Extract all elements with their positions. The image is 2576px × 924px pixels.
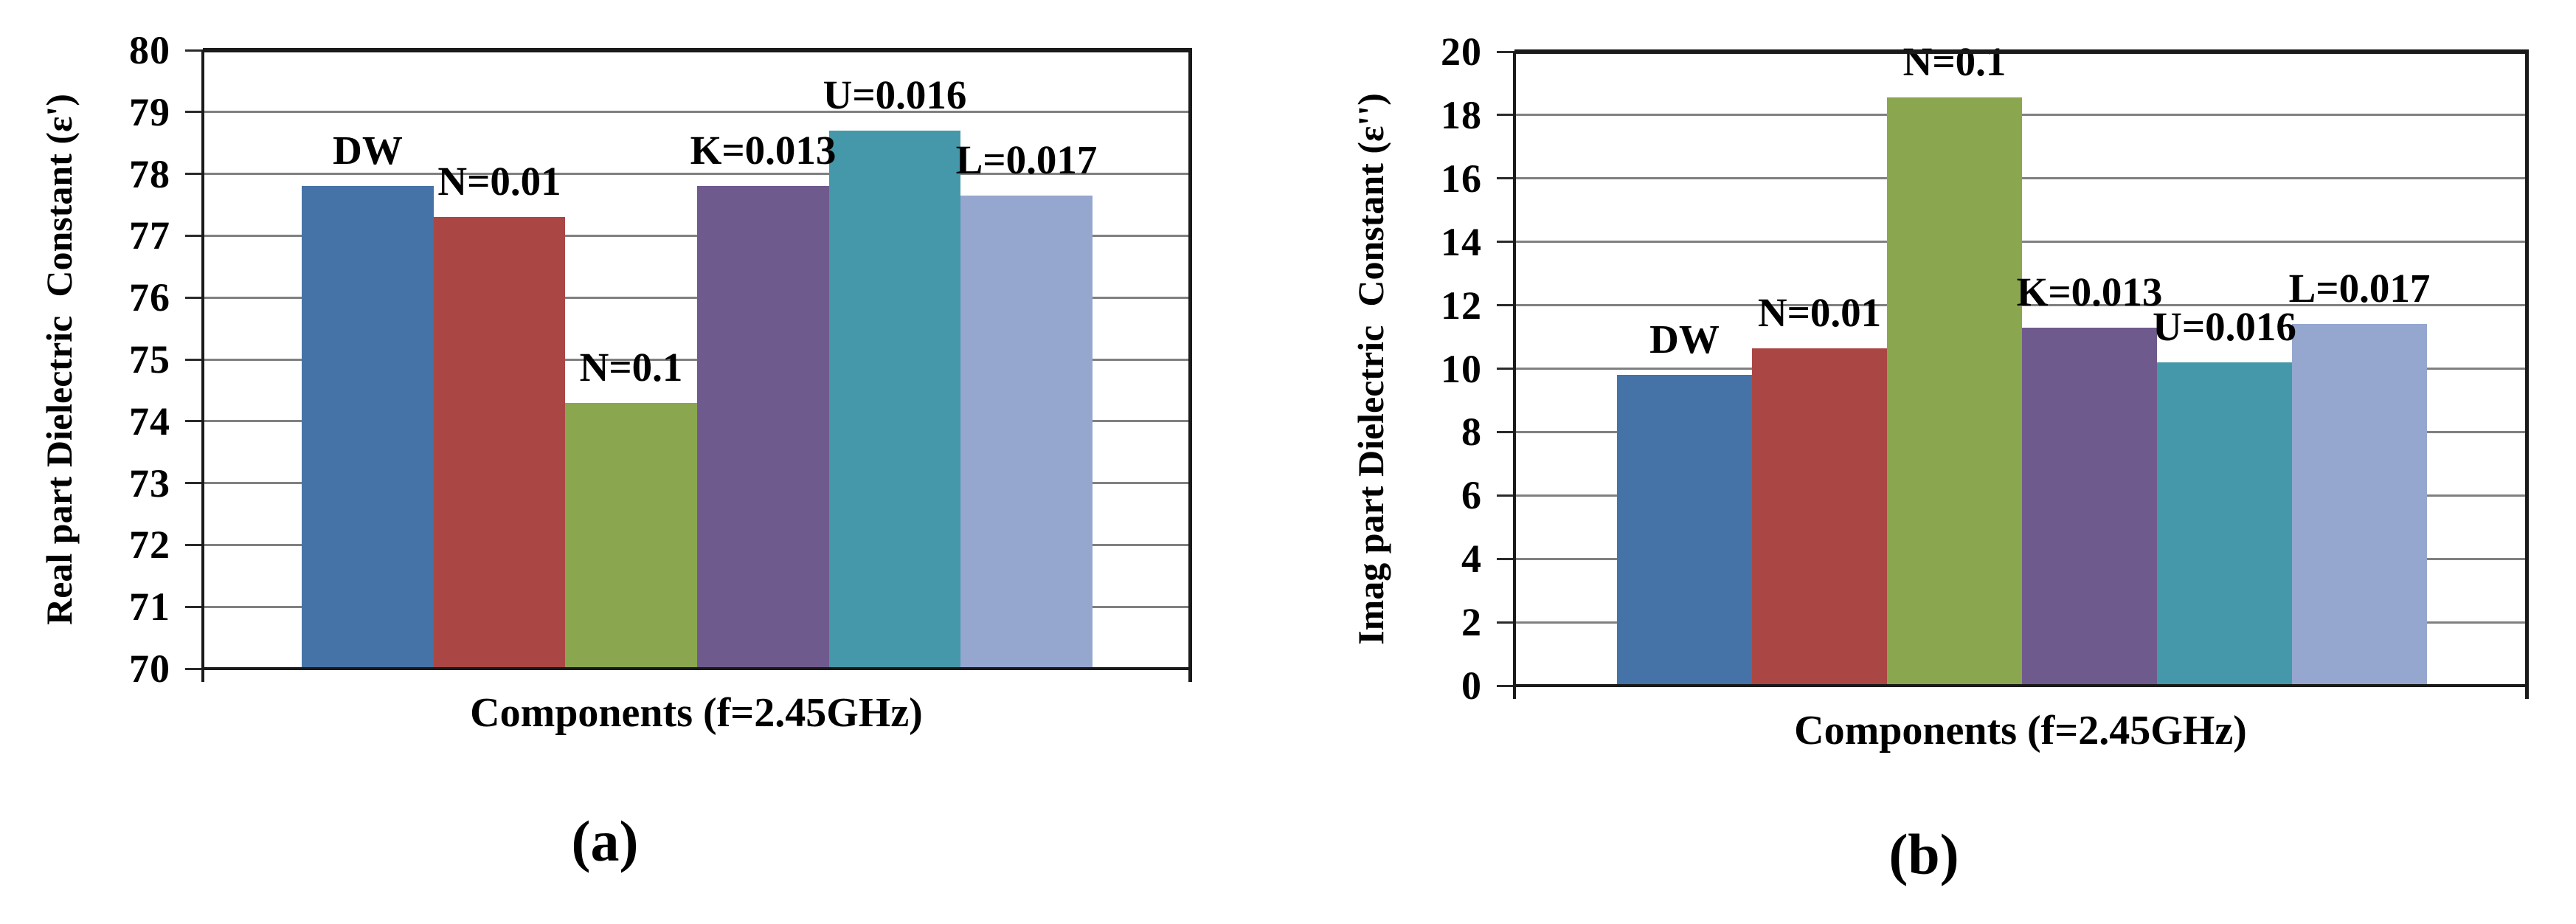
y-tick-label: 0 <box>1461 663 1482 708</box>
y-tick-label: 14 <box>1441 219 1482 264</box>
y-axis-tick <box>1497 241 1514 244</box>
y-tick-label: 71 <box>129 585 170 630</box>
plot-right-border <box>1188 50 1192 682</box>
y-axis-tick <box>185 420 203 423</box>
y-axis-tick <box>185 111 203 114</box>
y-tick-label: 18 <box>1441 92 1482 137</box>
bar-l-0-017 <box>960 195 1093 669</box>
bar-label: L=0.017 <box>955 137 1098 182</box>
y-tick-label: 8 <box>1461 410 1482 455</box>
y-axis-tick <box>185 482 203 485</box>
y-tick-label: 75 <box>129 337 170 382</box>
y-axis-tick <box>1497 50 1514 53</box>
y-tick-label: 10 <box>1441 346 1482 391</box>
y-axis-tick <box>185 667 203 670</box>
y-axis-tick <box>1497 304 1514 307</box>
bar-n-0-01 <box>1752 348 1887 686</box>
y-axis-tick <box>1497 430 1514 433</box>
y-axis-tick <box>1497 684 1514 687</box>
y-axis-line <box>201 50 204 682</box>
y-tick-label: 20 <box>1441 30 1482 74</box>
y-axis-tick <box>185 605 203 608</box>
y-axis-tick <box>1497 621 1514 624</box>
bar-label: N=0.01 <box>437 159 561 204</box>
bar-label: N=0.1 <box>579 344 683 390</box>
x-axis-label: Components (f=2.45GHz) <box>470 690 923 736</box>
bar-u-0-016 <box>829 130 960 669</box>
x-axis-line <box>203 667 1190 670</box>
y-tick-label: 78 <box>129 151 170 196</box>
figure-caption-a: (a) <box>571 809 639 873</box>
y-axis-tick <box>185 234 203 237</box>
y-tick-label: 74 <box>129 399 170 444</box>
plot-top-border <box>1514 49 2529 54</box>
bar-label: U=0.016 <box>2153 303 2296 349</box>
y-tick-label: 2 <box>1461 600 1482 645</box>
y-gridline <box>203 358 1190 361</box>
x-axis-line <box>1514 684 2527 687</box>
y-tick-label: 77 <box>129 213 170 258</box>
y-gridline <box>203 111 1190 114</box>
y-axis-tick <box>1497 177 1514 180</box>
plot-top-border <box>203 48 1192 52</box>
y-tick-label: 6 <box>1461 473 1482 518</box>
bar-dw <box>302 186 434 669</box>
y-gridline <box>203 296 1190 299</box>
figure-caption-b: (b) <box>1888 822 1959 886</box>
bar-label: DW <box>1649 317 1720 362</box>
y-axis-title: Real part Dielectric Constant (ε') <box>38 94 80 625</box>
bar-label: N=0.1 <box>1902 39 2007 85</box>
y-axis-tick <box>1497 494 1514 497</box>
y-axis-tick <box>185 296 203 299</box>
y-axis-tick <box>185 173 203 176</box>
y-tick-label: 72 <box>129 523 170 568</box>
y-axis-tick <box>185 49 203 52</box>
bar-dw <box>1617 375 1752 686</box>
y-tick-label: 16 <box>1441 156 1482 201</box>
y-axis-tick <box>1497 557 1514 560</box>
bar-label: DW <box>333 128 403 173</box>
bar-k-0-013 <box>697 186 829 669</box>
bar-label: K=0.013 <box>2016 269 2163 314</box>
y-axis-tick <box>1497 368 1514 370</box>
bar-n-0-01 <box>434 217 565 669</box>
bar-l-0-017 <box>2292 324 2427 686</box>
bar-u-0-016 <box>2157 362 2292 686</box>
y-gridline <box>203 234 1190 237</box>
y-axis-tick <box>1497 114 1514 117</box>
y-tick-label: 79 <box>129 89 170 134</box>
x-axis-label: Components (f=2.45GHz) <box>1794 708 2247 754</box>
bar-n-0-1 <box>565 402 697 669</box>
y-tick-label: 73 <box>129 461 170 506</box>
bar-n-0-1 <box>1887 97 2022 686</box>
y-tick-label: 80 <box>129 28 170 72</box>
y-tick-label: 76 <box>129 275 170 320</box>
y-tick-label: 70 <box>129 647 170 691</box>
bar-label: L=0.017 <box>2288 266 2431 311</box>
bar-label: N=0.01 <box>1757 289 1882 335</box>
bar-label: U=0.016 <box>823 72 967 117</box>
y-axis-line <box>1513 52 1516 699</box>
bar-label: K=0.013 <box>690 128 837 173</box>
y-axis-title: Imag part Dielectric Constant (ε'') <box>1350 92 1391 645</box>
plot-right-border <box>2525 52 2529 699</box>
y-gridline <box>203 173 1190 176</box>
y-tick-label: 4 <box>1461 537 1482 582</box>
y-axis-tick <box>185 358 203 361</box>
bar-k-0-013 <box>2022 327 2157 686</box>
y-axis-tick <box>185 543 203 546</box>
y-tick-label: 12 <box>1441 283 1482 328</box>
